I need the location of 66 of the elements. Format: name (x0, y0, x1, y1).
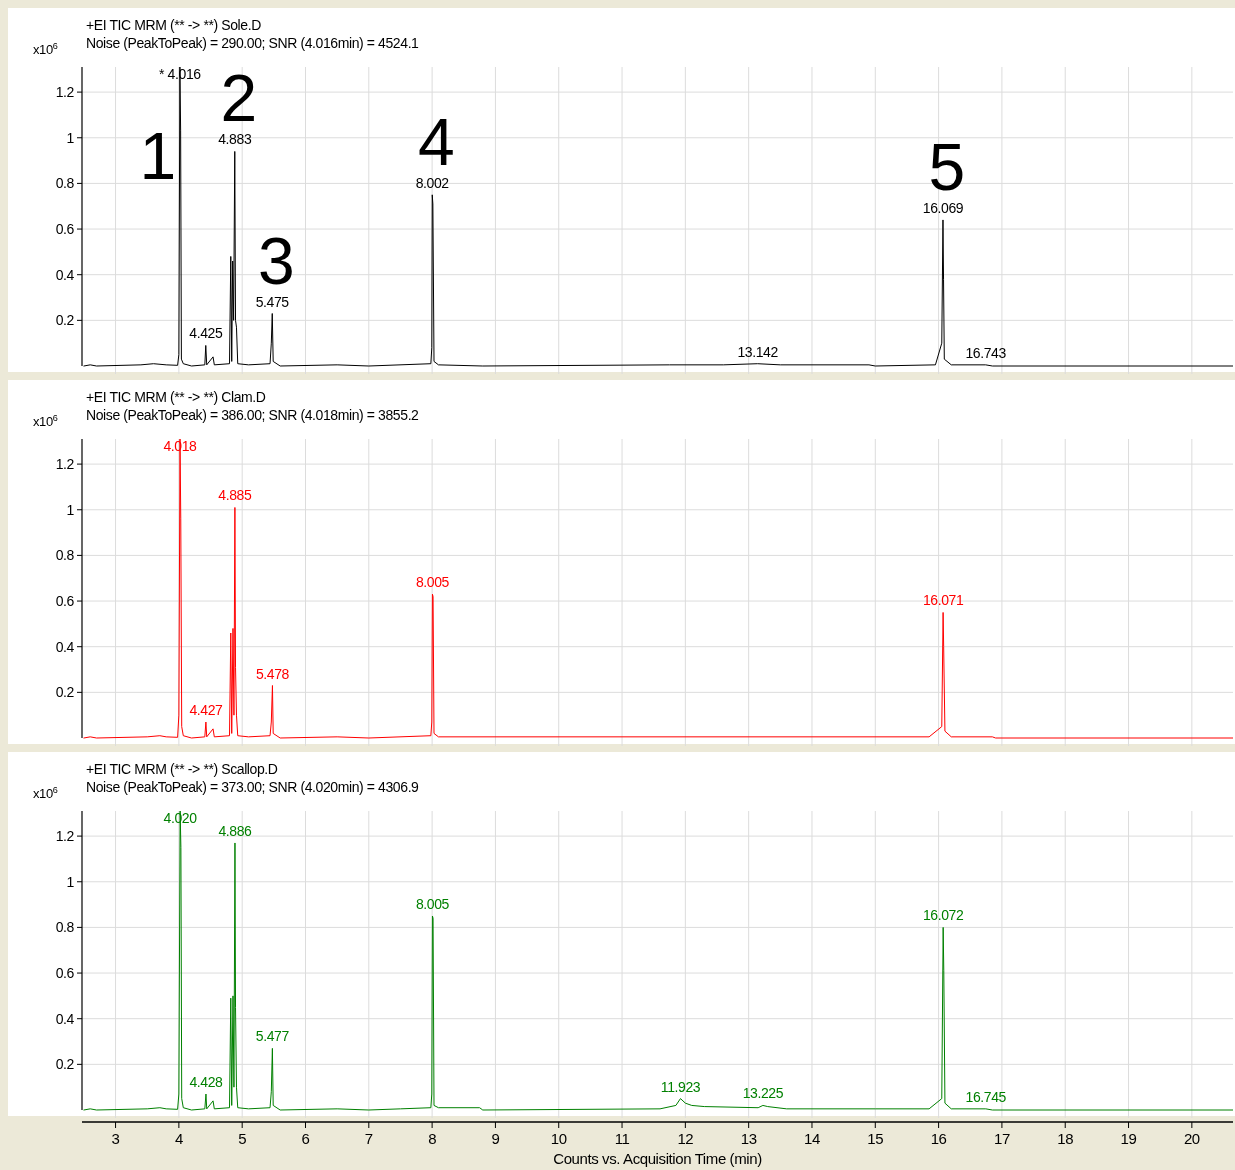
y-tick-label: 0.4 (55, 638, 75, 655)
chart-subtitle: Noise (PeakToPeak) = 386.00; SNR (4.018min) = 3855.2 (86, 407, 420, 423)
y-tick-label: 0.4 (55, 1010, 75, 1027)
annotation: 13.142 (737, 343, 779, 360)
x-tick-label: 4 (174, 1130, 183, 1147)
x-tick-label: 15 (867, 1130, 884, 1147)
y-tick-label: 1 (66, 501, 75, 518)
annotation: 5.478 (255, 665, 290, 682)
x-tick-label: 9 (491, 1130, 500, 1147)
y-axis-title: x10$^{6}$ (33, 785, 58, 801)
annotation: 16.072 (922, 907, 964, 924)
y-tick-label: 0.8 (55, 919, 75, 936)
annotation: 13.225 (742, 1085, 784, 1102)
line-series (83, 810, 1233, 1111)
y-tick-label: 1 (66, 129, 75, 146)
y-tick-label: 0.8 (55, 175, 75, 192)
x-axis-title: Counts vs. Acquisition Time (min) (553, 1150, 763, 1167)
x-tick-label: 5 (238, 1130, 247, 1147)
annotation: 11.923 (660, 1078, 701, 1095)
y-tick-label: 0.2 (55, 684, 75, 701)
annotation: 1 (139, 119, 177, 193)
chart-subtitle: Noise (PeakToPeak) = 373.00; SNR (4.020min) = 4306.9 (86, 779, 420, 795)
y-tick-label: 1.2 (55, 828, 75, 845)
annotation: 4.883 (218, 131, 252, 148)
chart-title: +EI TIC MRM (** -> **) Sole.D (86, 17, 262, 33)
x-tick-label: 8 (428, 1130, 437, 1147)
chart-title: +EI TIC MRM (** -> **) Scallop.D (86, 761, 278, 777)
annotation: 4.886 (218, 822, 253, 839)
y-tick-label: 0.8 (55, 547, 75, 564)
annotation: 8.005 (415, 574, 450, 591)
x-tick-label: 20 (1183, 1130, 1200, 1147)
x-tick-label: 10 (550, 1130, 567, 1147)
x-tick-label: 3 (111, 1130, 120, 1147)
y-tick-label: 0.4 (55, 266, 75, 283)
x-tick-label: 7 (364, 1130, 373, 1147)
x-tick-label: 13 (740, 1130, 757, 1147)
annotation: 4.427 (189, 702, 224, 719)
annotation: 16.745 (965, 1088, 1007, 1105)
x-tick-label: 19 (1120, 1130, 1137, 1147)
x-tick-label: 6 (301, 1130, 310, 1147)
y-tick-label: 0.6 (55, 593, 75, 610)
x-tick-label: 14 (804, 1130, 820, 1147)
annotation: 8.005 (415, 895, 450, 912)
x-tick-label: 17 (993, 1130, 1010, 1147)
line-series (83, 438, 1233, 739)
annotation: 5.477 (255, 1028, 290, 1045)
chart-title: +EI TIC MRM (** -> **) Clam.D (86, 389, 266, 405)
y-tick-label: 0.6 (55, 221, 75, 238)
y-axis-title: x10$^{6}$ (33, 413, 58, 429)
y-tick-label: 1.2 (55, 84, 75, 101)
y-tick-label: 1.2 (55, 456, 75, 473)
y-tick-label: 0.2 (55, 1056, 75, 1073)
x-tick-label: 18 (1057, 1130, 1074, 1147)
annotation: 16.071 (922, 592, 964, 609)
annotation: 4.425 (189, 325, 223, 342)
x-tick-label: 16 (930, 1130, 947, 1147)
annotation: 4.428 (189, 1074, 224, 1091)
y-tick-label: 0.6 (55, 965, 75, 982)
chart-subtitle: Noise (PeakToPeak) = 290.00; SNR (4.016min) = 4524.1 (86, 35, 420, 51)
x-tick-label: 11 (614, 1130, 630, 1147)
x-tick-label: 12 (677, 1130, 694, 1147)
y-tick-label: 1 (66, 873, 75, 890)
annotation: 4.885 (218, 487, 253, 504)
annotation: 16.743 (965, 344, 1007, 361)
y-tick-label: 0.2 (55, 312, 75, 329)
y-axis-title: x10$^{6}$ (33, 41, 58, 57)
